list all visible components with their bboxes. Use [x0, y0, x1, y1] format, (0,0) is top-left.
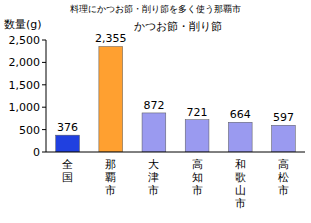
- data-label: 2,355: [95, 32, 127, 45]
- x-tick-char: 大: [148, 158, 159, 171]
- x-tick-label: 和歌山市: [235, 158, 246, 210]
- y-tick: [42, 62, 46, 63]
- x-tick-char: 高: [278, 158, 289, 171]
- x-tick-label: 高知市: [192, 158, 203, 197]
- x-tick-label: 高松市: [278, 158, 289, 197]
- y-tick-label: 500: [19, 124, 40, 137]
- bar: [228, 122, 252, 152]
- y-tick: [42, 84, 46, 85]
- bar: [56, 135, 80, 152]
- x-tick-char: 松: [278, 171, 289, 184]
- y-tick: [42, 129, 46, 130]
- data-label: 664: [230, 108, 251, 121]
- x-tick-char: 市: [148, 184, 159, 197]
- data-label: 597: [273, 111, 294, 124]
- bar: [272, 125, 296, 152]
- chart: 料理にかつお節・削り節を多く使う那覇市かつお節・削り節 数量(g) 0 500 1,00…: [0, 0, 311, 223]
- x-tick-char: 全: [62, 158, 73, 171]
- x-tick-label: 那覇市: [105, 158, 116, 197]
- x-tick-char: 市: [192, 184, 203, 197]
- subtitle: かつお節・削り節: [134, 20, 222, 33]
- bar: [142, 113, 166, 152]
- bar: [99, 46, 123, 152]
- y-axis-label: 数量(g): [4, 18, 42, 31]
- title: 料理にかつお節・削り節を多く使う那覇市: [70, 4, 241, 14]
- y-axis: [46, 40, 47, 152]
- y-tick-label: 0: [33, 146, 40, 159]
- x-tick-char: 高: [192, 158, 203, 171]
- x-tick-label: 大津市: [148, 158, 159, 197]
- x-tick-char: 山: [235, 184, 246, 197]
- x-axis: [46, 152, 305, 153]
- bar: [185, 120, 209, 152]
- x-tick-char: 那: [105, 158, 116, 171]
- y-tick: [42, 40, 46, 41]
- x-tick-char: 和: [235, 158, 246, 171]
- x-tick-char: 歌: [235, 171, 246, 184]
- data-label: 872: [143, 99, 164, 112]
- x-tick-char: 市: [235, 197, 246, 210]
- x-tick-label: 全国: [62, 158, 73, 184]
- y-tick: [42, 152, 46, 153]
- x-tick-char: 国: [62, 171, 73, 184]
- x-tick-char: 覇: [105, 171, 116, 184]
- y-tick-label: 2,500: [9, 34, 41, 47]
- x-tick-char: 津: [148, 171, 159, 184]
- y-tick: [42, 107, 46, 108]
- x-tick-char: 知: [192, 171, 203, 184]
- y-tick-label: 2,000: [9, 56, 41, 69]
- x-tick-char: 市: [278, 184, 289, 197]
- y-tick-label: 1,000: [9, 101, 41, 114]
- data-label: 376: [57, 121, 78, 134]
- x-tick-char: 市: [105, 184, 116, 197]
- bars: [56, 46, 296, 152]
- y-tick-label: 1,500: [9, 79, 41, 92]
- data-label: 721: [187, 106, 208, 119]
